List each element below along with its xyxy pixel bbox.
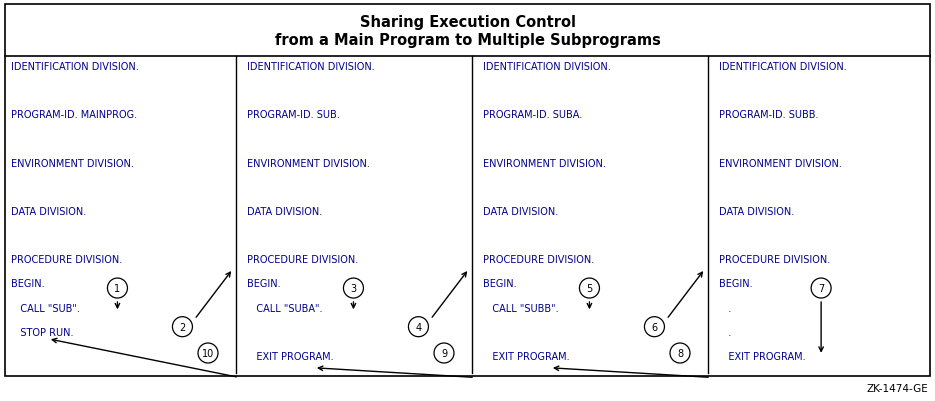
Text: IDENTIFICATION DIVISION.: IDENTIFICATION DIVISION. (247, 62, 375, 72)
Text: CALL "SUBA".: CALL "SUBA". (247, 303, 323, 313)
Text: .: . (719, 327, 731, 337)
Text: 4: 4 (415, 322, 422, 332)
Text: BEGIN.: BEGIN. (719, 279, 753, 289)
Text: PROGRAM-ID. SUBA.: PROGRAM-ID. SUBA. (483, 110, 583, 120)
Text: Sharing Execution Control: Sharing Execution Control (359, 16, 576, 30)
Text: EXIT PROGRAM.: EXIT PROGRAM. (719, 351, 806, 361)
Circle shape (409, 317, 428, 337)
Circle shape (172, 317, 193, 337)
Text: PROGRAM-ID. MAINPROG.: PROGRAM-ID. MAINPROG. (11, 110, 137, 120)
Circle shape (580, 278, 599, 298)
Circle shape (670, 343, 690, 363)
Text: EXIT PROGRAM.: EXIT PROGRAM. (483, 351, 569, 361)
Text: BEGIN.: BEGIN. (483, 279, 517, 289)
Text: ENVIRONMENT DIVISION.: ENVIRONMENT DIVISION. (719, 158, 842, 168)
Text: from a Main Program to Multiple Subprograms: from a Main Program to Multiple Subprogr… (275, 33, 660, 49)
Text: .: . (719, 303, 731, 313)
Text: ZK-1474-GE: ZK-1474-GE (866, 383, 928, 393)
Text: 5: 5 (586, 284, 593, 293)
Text: STOP RUN.: STOP RUN. (11, 327, 74, 337)
Text: 2: 2 (180, 322, 185, 332)
Circle shape (644, 317, 665, 337)
Text: BEGIN.: BEGIN. (247, 279, 280, 289)
Circle shape (343, 278, 364, 298)
Text: DATA DIVISION.: DATA DIVISION. (11, 207, 86, 217)
Text: PROGRAM-ID. SUB.: PROGRAM-ID. SUB. (247, 110, 339, 120)
Text: DATA DIVISION.: DATA DIVISION. (247, 207, 323, 217)
Text: DATA DIVISION.: DATA DIVISION. (483, 207, 558, 217)
Text: PROCEDURE DIVISION.: PROCEDURE DIVISION. (483, 255, 595, 265)
Text: EXIT PROGRAM.: EXIT PROGRAM. (247, 351, 334, 361)
Text: DATA DIVISION.: DATA DIVISION. (719, 207, 794, 217)
Text: PROCEDURE DIVISION.: PROCEDURE DIVISION. (719, 255, 830, 265)
Text: ENVIRONMENT DIVISION.: ENVIRONMENT DIVISION. (247, 158, 370, 168)
Text: 3: 3 (351, 284, 356, 293)
Circle shape (812, 278, 831, 298)
Text: IDENTIFICATION DIVISION.: IDENTIFICATION DIVISION. (11, 62, 138, 72)
Circle shape (198, 343, 218, 363)
Text: IDENTIFICATION DIVISION.: IDENTIFICATION DIVISION. (483, 62, 611, 72)
Circle shape (108, 278, 127, 298)
Text: ENVIRONMENT DIVISION.: ENVIRONMENT DIVISION. (483, 158, 606, 168)
Circle shape (434, 343, 454, 363)
Text: 9: 9 (441, 348, 447, 358)
Text: ENVIRONMENT DIVISION.: ENVIRONMENT DIVISION. (11, 158, 134, 168)
Text: PROCEDURE DIVISION.: PROCEDURE DIVISION. (11, 255, 122, 265)
Text: BEGIN.: BEGIN. (11, 279, 45, 289)
Text: 6: 6 (652, 322, 657, 332)
Text: 8: 8 (677, 348, 683, 358)
Text: CALL "SUB".: CALL "SUB". (11, 303, 79, 313)
Text: 7: 7 (818, 284, 825, 293)
Text: IDENTIFICATION DIVISION.: IDENTIFICATION DIVISION. (719, 62, 847, 72)
Text: 10: 10 (202, 348, 214, 358)
Text: CALL "SUBB".: CALL "SUBB". (483, 303, 558, 313)
Text: 1: 1 (114, 284, 121, 293)
Text: PROCEDURE DIVISION.: PROCEDURE DIVISION. (247, 255, 358, 265)
Text: PROGRAM-ID. SUBB.: PROGRAM-ID. SUBB. (719, 110, 818, 120)
